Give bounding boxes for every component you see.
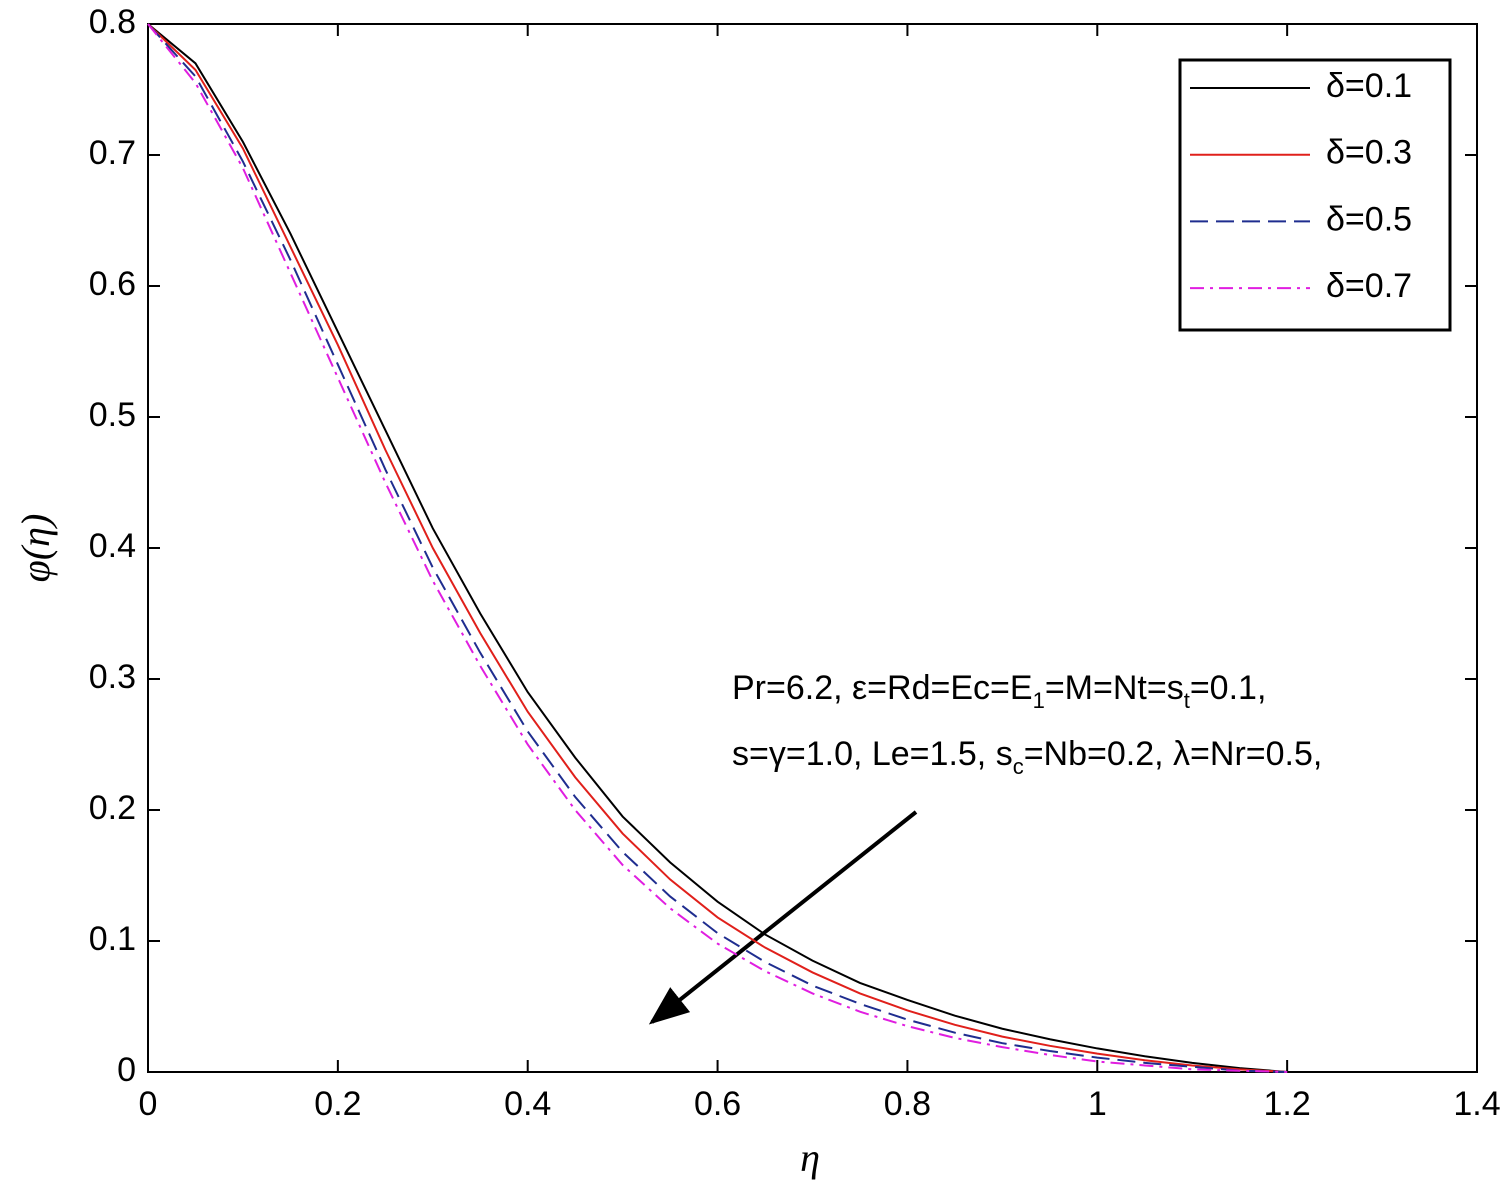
x-tick-label: 1.4 (1453, 1085, 1500, 1123)
annotation-part: Pr=6.2, ε=Rd=Ec=E (732, 669, 1033, 707)
arrow (648, 810, 918, 1025)
legend (1178, 58, 1452, 332)
legend-label: δ=0.7 (1326, 267, 1412, 305)
data-line (147, 23, 1288, 1073)
x-tick-label: 0.8 (884, 1085, 931, 1123)
data-line (147, 23, 1288, 1073)
x-tick-label: 0.2 (314, 1085, 361, 1123)
y-axis-label: φ(η) (13, 514, 58, 583)
annotation-part: =M=Nt=s (1045, 669, 1184, 707)
annotation: s=γ=1.0, Le=1.5, sc=Nb=0.2, λ=Nr=0.5, (732, 735, 1322, 779)
y-tick-label: 0.8 (89, 3, 136, 41)
annotation-part: =Nb=0.2, λ=Nr=0.5, (1024, 735, 1323, 773)
annotation-part: s=γ=1.0, Le=1.5, s (732, 735, 1013, 773)
legend-label: δ=0.1 (1326, 67, 1412, 105)
legend-label: δ=0.3 (1326, 134, 1412, 172)
x-tick-label: 1 (1088, 1085, 1107, 1123)
y-tick-label: 0.7 (89, 134, 136, 172)
x-tick-label: 0 (139, 1085, 158, 1123)
annotation: Pr=6.2, ε=Rd=Ec=E1=M=Nt=st=0.1, (732, 669, 1266, 713)
data-line (147, 23, 1288, 1073)
data-line (147, 23, 1288, 1073)
x-tick-label: 0.6 (694, 1085, 741, 1123)
annotation-part: =0.1, (1190, 669, 1267, 707)
x-tick-label: 1.2 (1264, 1085, 1311, 1123)
y-tick-label: 0.6 (89, 265, 136, 303)
y-tick-label: 0.5 (89, 396, 136, 434)
x-tick-label: 0.4 (504, 1085, 551, 1123)
annotation-part: 1 (1033, 688, 1045, 713)
y-tick-label: 0.3 (89, 658, 136, 696)
y-tick-label: 0.1 (89, 920, 136, 958)
y-tick-label: 0 (117, 1051, 136, 1089)
annotation-part: c (1013, 754, 1024, 779)
y-tick-label: 0.4 (89, 527, 136, 565)
x-axis-label: η (800, 1135, 820, 1180)
y-tick-label: 0.2 (89, 789, 136, 827)
legend-label: δ=0.5 (1326, 200, 1412, 238)
annotation-part: t (1184, 688, 1190, 713)
